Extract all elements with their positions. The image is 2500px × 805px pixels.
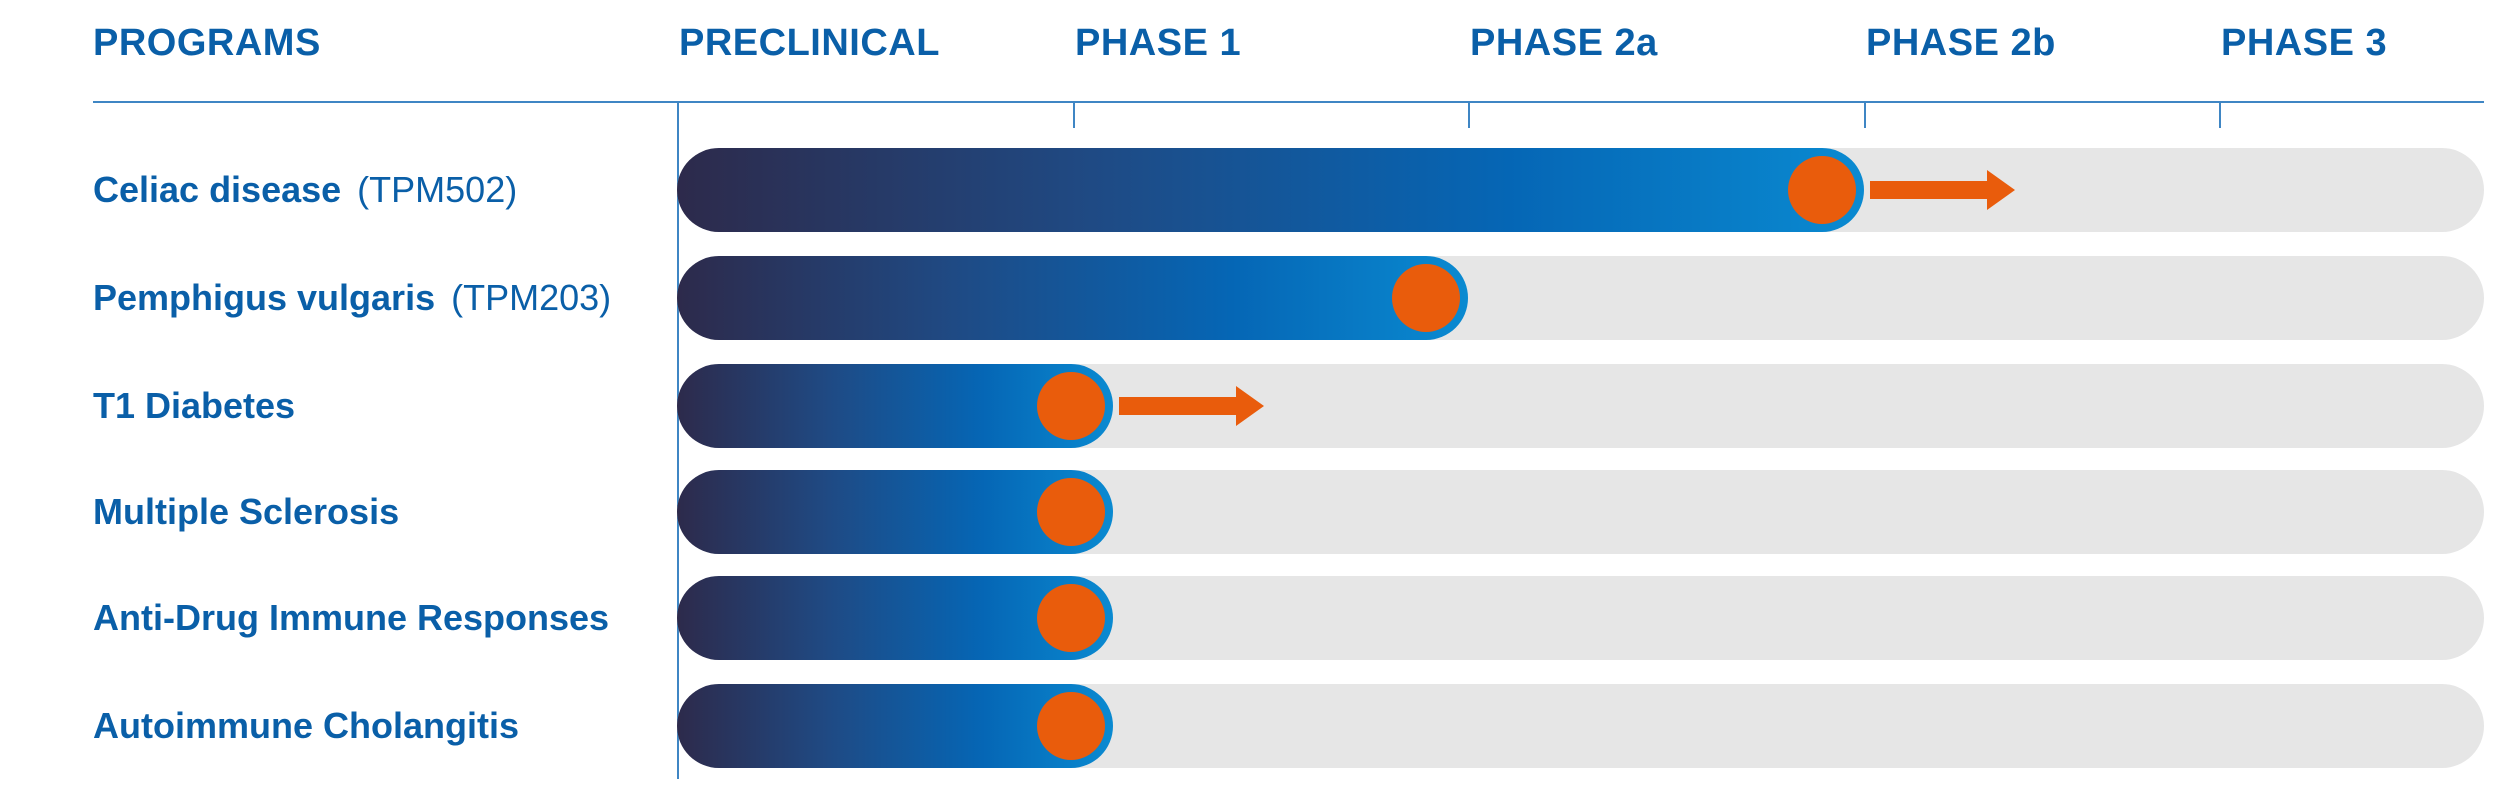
stage-marker-dot bbox=[1036, 372, 1105, 440]
program-label: Autoimmune Cholangitis bbox=[93, 684, 519, 768]
program-label: T1 Diabetes bbox=[93, 364, 295, 448]
header-divider-line bbox=[93, 101, 2484, 103]
program-label: Anti-Drug Immune Responses bbox=[93, 576, 609, 660]
programs-header: PROGRAMS bbox=[93, 22, 321, 64]
program-code: (TPM502) bbox=[357, 169, 518, 210]
advancing-arrow-icon bbox=[1870, 170, 2015, 210]
progress-bar bbox=[677, 256, 1468, 340]
stage-header-preclinical: PRECLINICAL bbox=[679, 22, 940, 64]
stage-header-phase-1: PHASE 1 bbox=[1075, 22, 1242, 64]
tick-phase-3 bbox=[2219, 101, 2221, 128]
stage-marker-dot bbox=[1036, 478, 1105, 546]
tick-phase-2b bbox=[1864, 101, 1866, 128]
stage-header-phase-2a: PHASE 2a bbox=[1470, 22, 1658, 64]
stage-header-phase-2b: PHASE 2b bbox=[1866, 22, 2056, 64]
program-label: Pemphigus vulgaris (TPM203) bbox=[93, 256, 611, 340]
progress-bar bbox=[677, 148, 1864, 232]
progress-track bbox=[677, 256, 2484, 340]
tick-phase-1 bbox=[1073, 101, 1075, 128]
progress-track bbox=[677, 148, 2484, 232]
program-name: T1 Diabetes bbox=[93, 385, 296, 426]
stage-marker-dot bbox=[1392, 264, 1460, 332]
left-axis-line bbox=[677, 101, 679, 779]
program-name: Celiac disease bbox=[93, 169, 342, 210]
advancing-arrow-icon bbox=[1118, 386, 1264, 426]
stage-marker-dot bbox=[1036, 584, 1105, 652]
program-name: Pemphigus vulgaris bbox=[93, 277, 436, 318]
stage-marker-dot bbox=[1788, 156, 1856, 224]
program-name: Multiple Sclerosis bbox=[93, 491, 400, 532]
progress-track bbox=[677, 364, 2484, 448]
progress-track bbox=[677, 684, 2484, 768]
program-label: Multiple Sclerosis bbox=[93, 470, 399, 554]
stage-header-phase-3: PHASE 3 bbox=[2221, 22, 2388, 64]
stage-marker-dot bbox=[1036, 692, 1105, 760]
program-name: Anti-Drug Immune Responses bbox=[93, 597, 610, 638]
program-code: (TPM203) bbox=[451, 277, 612, 318]
tick-phase-2a bbox=[1468, 101, 1470, 128]
progress-track bbox=[677, 576, 2484, 660]
progress-track bbox=[677, 470, 2484, 554]
program-label: Celiac disease (TPM502) bbox=[93, 148, 517, 232]
program-name: Autoimmune Cholangitis bbox=[93, 705, 519, 746]
